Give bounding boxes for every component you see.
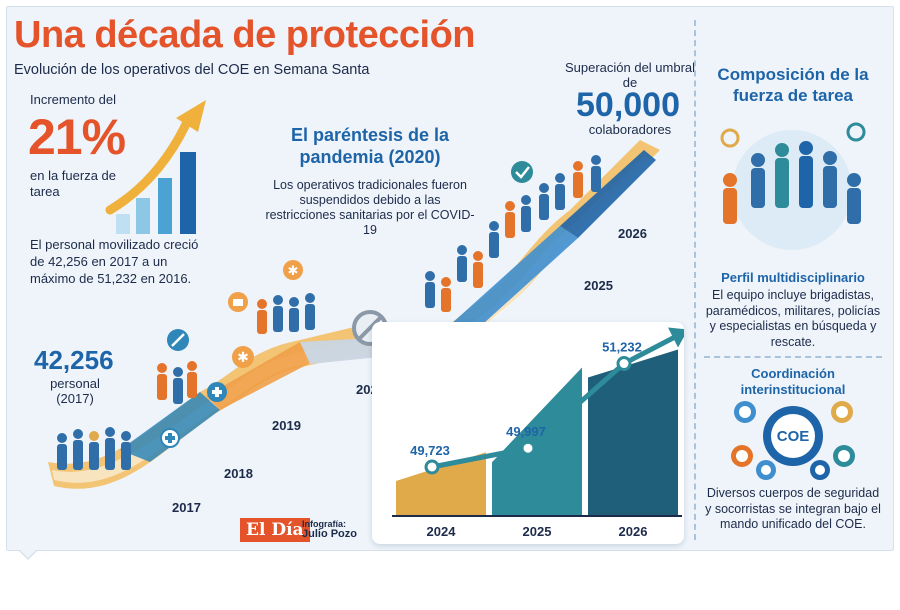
crowd-2023-2026	[425, 155, 601, 312]
crowd-2017	[57, 427, 131, 470]
increment-value: 21%	[28, 109, 126, 165]
personnel-2017-label: personal (2017)	[50, 376, 100, 406]
crowd-2018	[157, 361, 197, 404]
pandemic-title: El paréntesis de la pandemia (2020)	[290, 125, 450, 167]
profile-text: El equipo incluye brigadistas, paramédic…	[705, 288, 881, 349]
medical-star-icon: ✱	[232, 346, 254, 368]
svg-text:✱: ✱	[288, 264, 299, 279]
page-subtitle: Evolución de los operativos del COE en S…	[14, 62, 370, 78]
threshold-unit: colaboradores	[588, 122, 672, 137]
column-divider	[694, 20, 696, 540]
section-divider	[704, 356, 882, 358]
coe-badge: COE	[776, 428, 810, 445]
chart-value-label-2026: 51,232	[602, 340, 642, 355]
coordination-title: Coordinación interinstitucional	[740, 366, 846, 397]
increment-description: en la fuerza de tarea	[30, 168, 117, 199]
crowd-2019	[257, 293, 315, 334]
credit-name: Julio Pozo	[302, 528, 357, 540]
coordination-text: Diversos cuerpos de seguridad y socorris…	[705, 486, 881, 531]
threshold-label: Superación del umbral de	[564, 60, 696, 90]
year-2017: 2017	[172, 500, 201, 515]
chart-tick-2026: 2026	[619, 524, 648, 539]
chart-tick-2025: 2025	[523, 524, 552, 539]
medkit-icon	[228, 292, 248, 312]
year-2018: 2018	[224, 466, 253, 481]
page-title: Una década de protección	[14, 14, 476, 56]
credit-label: Infografía:	[302, 519, 346, 529]
growth-chart-panel: 2024 2025 2026 49,723 49,997 51,232	[372, 322, 688, 544]
personnel-2017-value: 42,256	[34, 345, 114, 375]
chart-trend-arrow	[668, 327, 688, 348]
chart-point-2024	[424, 459, 440, 475]
card-pointer-inner	[20, 550, 36, 558]
pandemic-text: Los operativos tradicionales fueron susp…	[265, 178, 475, 237]
increment-text: El personal movilizado creció de 42,256 …	[30, 237, 199, 286]
first-aid-icon	[160, 428, 180, 448]
chart-bar-2024	[396, 452, 486, 516]
growth-chart-icon	[105, 100, 206, 234]
credit: Infografía: Julio Pozo	[302, 519, 357, 540]
chart-value-label-2024: 49,723	[410, 443, 450, 458]
chart-tick-2024: 2024	[427, 524, 457, 539]
threshold-value: 50,000	[576, 86, 680, 124]
year-2019: 2019	[272, 418, 301, 433]
composition-title: Composición de la fuerza de tarea	[717, 65, 869, 105]
svg-text:✱: ✱	[237, 350, 249, 366]
increment-label: Incremento del	[30, 92, 116, 107]
shield-cross-icon	[207, 382, 227, 402]
profile-title: Perfil multidisciplinario	[721, 270, 865, 285]
growth-chart: 2024 2025 2026 49,723 49,997 51,232	[392, 327, 688, 539]
year-2026: 2026	[618, 226, 647, 241]
checkmark-icon	[511, 161, 533, 183]
chart-value-label-2025: 49,997	[506, 424, 546, 439]
year-2025: 2025	[584, 278, 613, 293]
coe-gears	[731, 401, 855, 480]
team-illustration	[720, 122, 866, 250]
chart-point-2026	[616, 356, 632, 372]
brand-logo: El Día	[240, 518, 310, 542]
tools-icon	[167, 329, 189, 351]
asterisk-icon: ✱	[283, 260, 303, 280]
chart-point-2025	[520, 440, 536, 456]
chart-bar-2026	[588, 349, 678, 516]
chart-trend-line	[429, 335, 677, 470]
